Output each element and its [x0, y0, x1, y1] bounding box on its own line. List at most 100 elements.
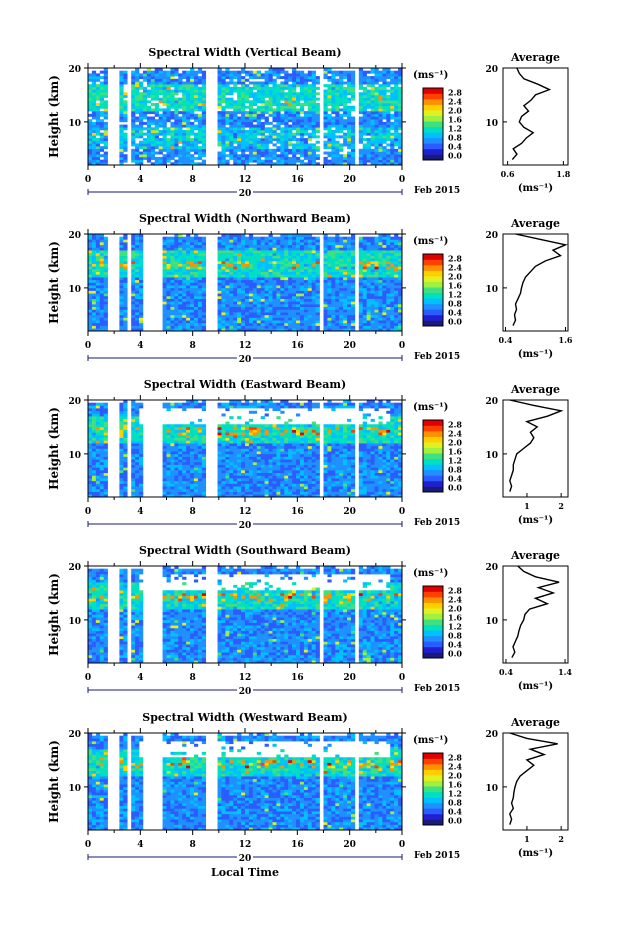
heatmap-cell: [99, 250, 104, 254]
x-tick-label: 12: [239, 175, 252, 185]
heatmap-cell: [99, 132, 104, 136]
heatmap-cell: [245, 287, 250, 291]
heatmap-cell: [237, 78, 242, 82]
heatmap-cell: [288, 258, 293, 262]
heatmap-cell: [91, 494, 97, 498]
heatmap-cell: [339, 252, 344, 256]
heatmap-cell: [135, 70, 140, 74]
heatmap-cell: [131, 76, 136, 80]
heatmap-cell: [260, 325, 265, 329]
heatmap-cell: [378, 274, 383, 278]
heatmap-cell: [350, 271, 356, 275]
heatmap-cell: [303, 271, 309, 275]
heatmap-cell: [299, 298, 305, 302]
heatmap-cell: [343, 328, 348, 332]
heatmap-cell: [272, 325, 277, 329]
heatmap-cell: [233, 146, 238, 150]
heatmap-cell: [233, 258, 238, 262]
heatmap-cell: [241, 314, 246, 318]
heatmap-cell: [221, 129, 226, 133]
heatmap-cell: [398, 78, 403, 82]
heatmap-cell: [347, 250, 352, 254]
heatmap-cell: [331, 132, 336, 136]
y-tick-label: 20: [68, 231, 81, 241]
heatmap-cell: [296, 239, 301, 243]
heatmap-cell: [280, 234, 285, 237]
heatmap-cell: [88, 437, 93, 441]
heatmap-cell: [315, 103, 320, 107]
heatmap-cell: [162, 263, 167, 267]
heatmap-cell: [190, 239, 195, 243]
heatmap-cell: [174, 287, 179, 291]
heatmap-cell: [292, 138, 297, 142]
heatmap-cell: [91, 488, 97, 492]
heatmap-cell: [182, 295, 187, 299]
heatmap-cell: [174, 250, 179, 254]
heatmap-cell: [386, 328, 391, 332]
heatmap-cell: [358, 295, 364, 299]
heatmap-cell: [99, 325, 104, 329]
heatmap-cell: [233, 247, 238, 251]
heatmap-cell: [394, 121, 399, 125]
heatmap-cell: [248, 309, 254, 313]
heatmap-cell: [362, 81, 367, 85]
heatmap-cell: [292, 70, 297, 74]
heatmap-cell: [347, 266, 352, 270]
heatmap-cell: [95, 304, 101, 308]
heatmap-cell: [343, 314, 348, 318]
heatmap-cell: [190, 92, 195, 96]
heatmap-cell: [315, 154, 320, 158]
heatmap-cell: [166, 271, 171, 275]
heatmap-cell: [311, 263, 316, 267]
heatmap-cell: [288, 328, 293, 332]
heatmap-cell: [170, 290, 175, 294]
heatmap-cell: [264, 252, 269, 256]
heatmap-cell: [229, 154, 234, 158]
heatmap-cell: [366, 285, 371, 289]
heatmap-cell: [292, 328, 297, 332]
heatmap-cell: [350, 143, 356, 147]
heatmap-cell: [362, 263, 367, 267]
heatmap-cell: [245, 121, 250, 125]
heatmap-cell: [378, 320, 383, 324]
heatmap-cell: [307, 108, 313, 112]
heatmap-cell: [248, 314, 254, 318]
heatmap-cell: [264, 100, 269, 104]
heatmap-cell: [347, 260, 352, 264]
heatmap-cell: [103, 100, 108, 104]
heatmap-cell: [307, 320, 313, 324]
heatmap-cell: [339, 290, 344, 294]
heatmap-cell: [217, 312, 222, 316]
heatmap-cell: [201, 277, 207, 281]
heatmap-cell: [174, 244, 179, 248]
heatmap-cell: [252, 260, 258, 264]
heatmap-cell: [119, 290, 124, 294]
heatmap-cell: [91, 81, 97, 85]
heatmap-cell: [193, 247, 199, 251]
heatmap-cell: [123, 113, 128, 117]
heatmap-cell: [335, 250, 340, 254]
heatmap-cell: [91, 94, 97, 98]
heatmap-cell: [331, 277, 336, 281]
heatmap-cell: [292, 68, 297, 71]
heatmap-cell: [347, 328, 352, 332]
heatmap-cell: [272, 317, 277, 321]
colorbar-segment: [423, 270, 443, 277]
heatmap-cell: [99, 478, 104, 482]
heatmap-cell: [245, 94, 250, 98]
heatmap-cell: [335, 234, 340, 237]
heatmap-cell: [135, 89, 140, 93]
heatmap-cell: [217, 159, 222, 163]
heatmap-cell: [315, 81, 320, 85]
heatmap-cell: [131, 143, 136, 147]
heatmap-cell: [131, 277, 136, 281]
heatmap-cell: [248, 252, 254, 256]
heatmap-cell: [99, 421, 104, 425]
heatmap-cell: [378, 76, 383, 80]
heatmap-cell: [343, 285, 348, 289]
heatmap-cell: [268, 295, 273, 299]
heatmap-cell: [296, 73, 301, 77]
heatmap-cell: [142, 89, 148, 93]
heatmap-cell: [162, 287, 167, 291]
heatmap-cell: [123, 328, 128, 332]
